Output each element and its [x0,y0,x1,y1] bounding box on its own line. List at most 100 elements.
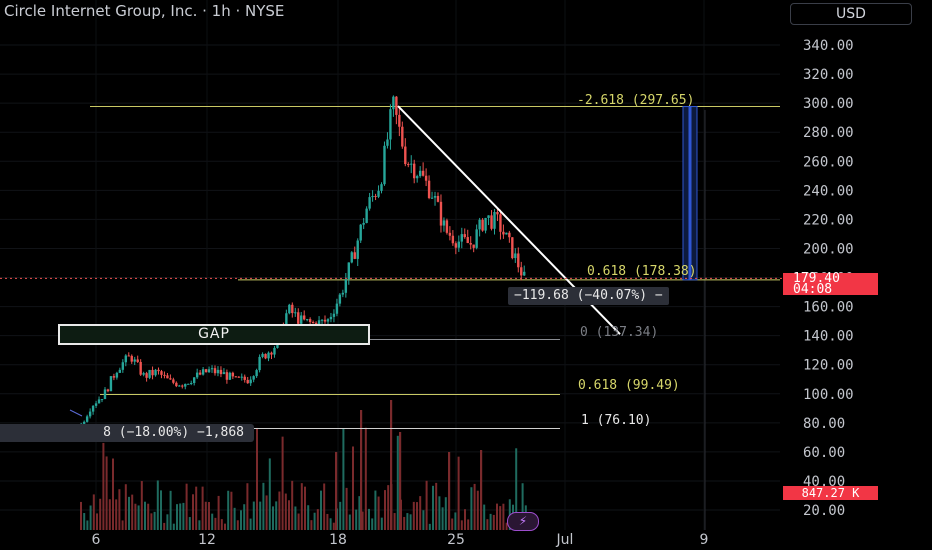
measure-left-text: 8 (−18.00%) −1,868 [103,425,244,440]
y-tick-label: 120.00 [803,358,854,374]
volume-bar [486,519,489,530]
candle-body [383,145,386,185]
candle-body [204,369,208,373]
candle-body [130,355,133,362]
volume-bar [339,501,342,530]
volume-bar [288,500,290,530]
volume-bar [265,495,268,530]
candle-body [288,304,291,314]
y-tick-label: 80.00 [803,416,845,432]
measure-tooltip[interactable]: −119.68 (−40.07%) − [508,287,669,305]
fib-label-one: 1 (76.10) [581,413,652,428]
currency-button[interactable]: USD [790,3,912,25]
volume-bar [208,502,210,530]
volume-bar [412,501,415,530]
candle-body [154,369,157,376]
volume-bar [377,496,380,530]
candle-body [362,222,365,225]
volume-bar [160,490,162,530]
candle-body [294,312,297,314]
volume-bar [102,442,105,530]
x-tick-label: 25 [447,532,465,548]
volume-bar [204,501,207,530]
volume-bar [380,517,383,530]
candle-body [413,163,416,179]
y-tick-label: 280.00 [803,125,854,141]
volume-bar [438,496,441,530]
candle-body [267,352,270,359]
volume-bar [99,498,102,530]
candle-body [178,385,181,387]
candle-body [139,361,142,375]
volume-bar [464,509,466,530]
volume-bar [124,484,127,530]
candle-body [133,359,136,362]
candle-body [517,253,520,268]
volume-bar [211,513,214,530]
time-axis[interactable]: 6 12 18 25 Jul 9 [92,532,709,548]
candle-body [421,170,425,176]
volume-bar [387,485,390,530]
candle-body [261,353,264,357]
candle-body [160,371,163,375]
candle-body [148,369,151,378]
volume-bar [454,512,457,530]
candle-body [463,234,466,238]
volume-bar [515,448,518,530]
candle-body [439,201,443,226]
volume-bar [473,483,476,530]
candle-body [418,170,422,177]
candle-body [404,146,407,165]
volume-bar [492,514,495,530]
candle-body [112,376,116,378]
candle-body [499,214,502,232]
candle-body [377,190,380,197]
candle-body [371,195,374,198]
volume-bar [374,490,377,530]
candles [80,95,526,432]
volume-bar [304,486,306,530]
candle-body [448,232,452,236]
candle-body [231,372,235,377]
candle-body [300,315,303,324]
volume-bar [441,507,444,530]
candle-body [255,370,258,377]
candle-body [243,376,246,380]
candle-body [210,368,214,370]
candle-body [323,319,327,322]
volume-bar [182,502,185,530]
volume-bar [137,505,140,530]
candle-body [308,319,312,323]
trend-drawings[interactable] [0,105,783,417]
candle-body [237,376,240,378]
candle-body [508,232,511,238]
volume-bar [416,502,418,530]
volume-bar [92,494,95,530]
lightning-icon[interactable]: ⚡ [507,512,539,531]
volume-bar [246,483,249,530]
volume-bar [499,506,502,530]
measure-tooltip-left[interactable]: 8 (−18.00%) −1,868 [0,424,254,442]
volume-bar [105,456,108,530]
volume-bar [419,496,422,530]
candle-body [195,372,199,378]
volume-bar [368,508,370,530]
candle-body [451,235,455,244]
volume-bar [233,507,236,530]
gap-label[interactable]: GAP [58,324,370,345]
current-price-value: 179.40 [793,271,840,286]
volume-bar [294,506,297,530]
volume-bar [425,480,428,530]
volume-bar [329,518,332,530]
candle-body [493,211,496,229]
volume-bar [121,520,124,530]
volume-bar [128,496,130,530]
volume-bar [470,487,473,530]
candle-body [454,243,458,248]
volume-bar [144,501,146,530]
volume-bar [316,509,319,530]
volume-bar [134,503,137,530]
candle-body [478,219,481,230]
candle-body [347,262,350,280]
